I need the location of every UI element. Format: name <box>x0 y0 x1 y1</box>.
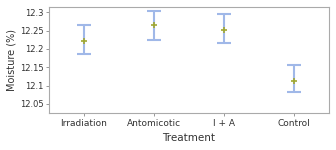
Y-axis label: Moisture (%): Moisture (%) <box>7 29 17 91</box>
X-axis label: Treatment: Treatment <box>163 133 215 143</box>
